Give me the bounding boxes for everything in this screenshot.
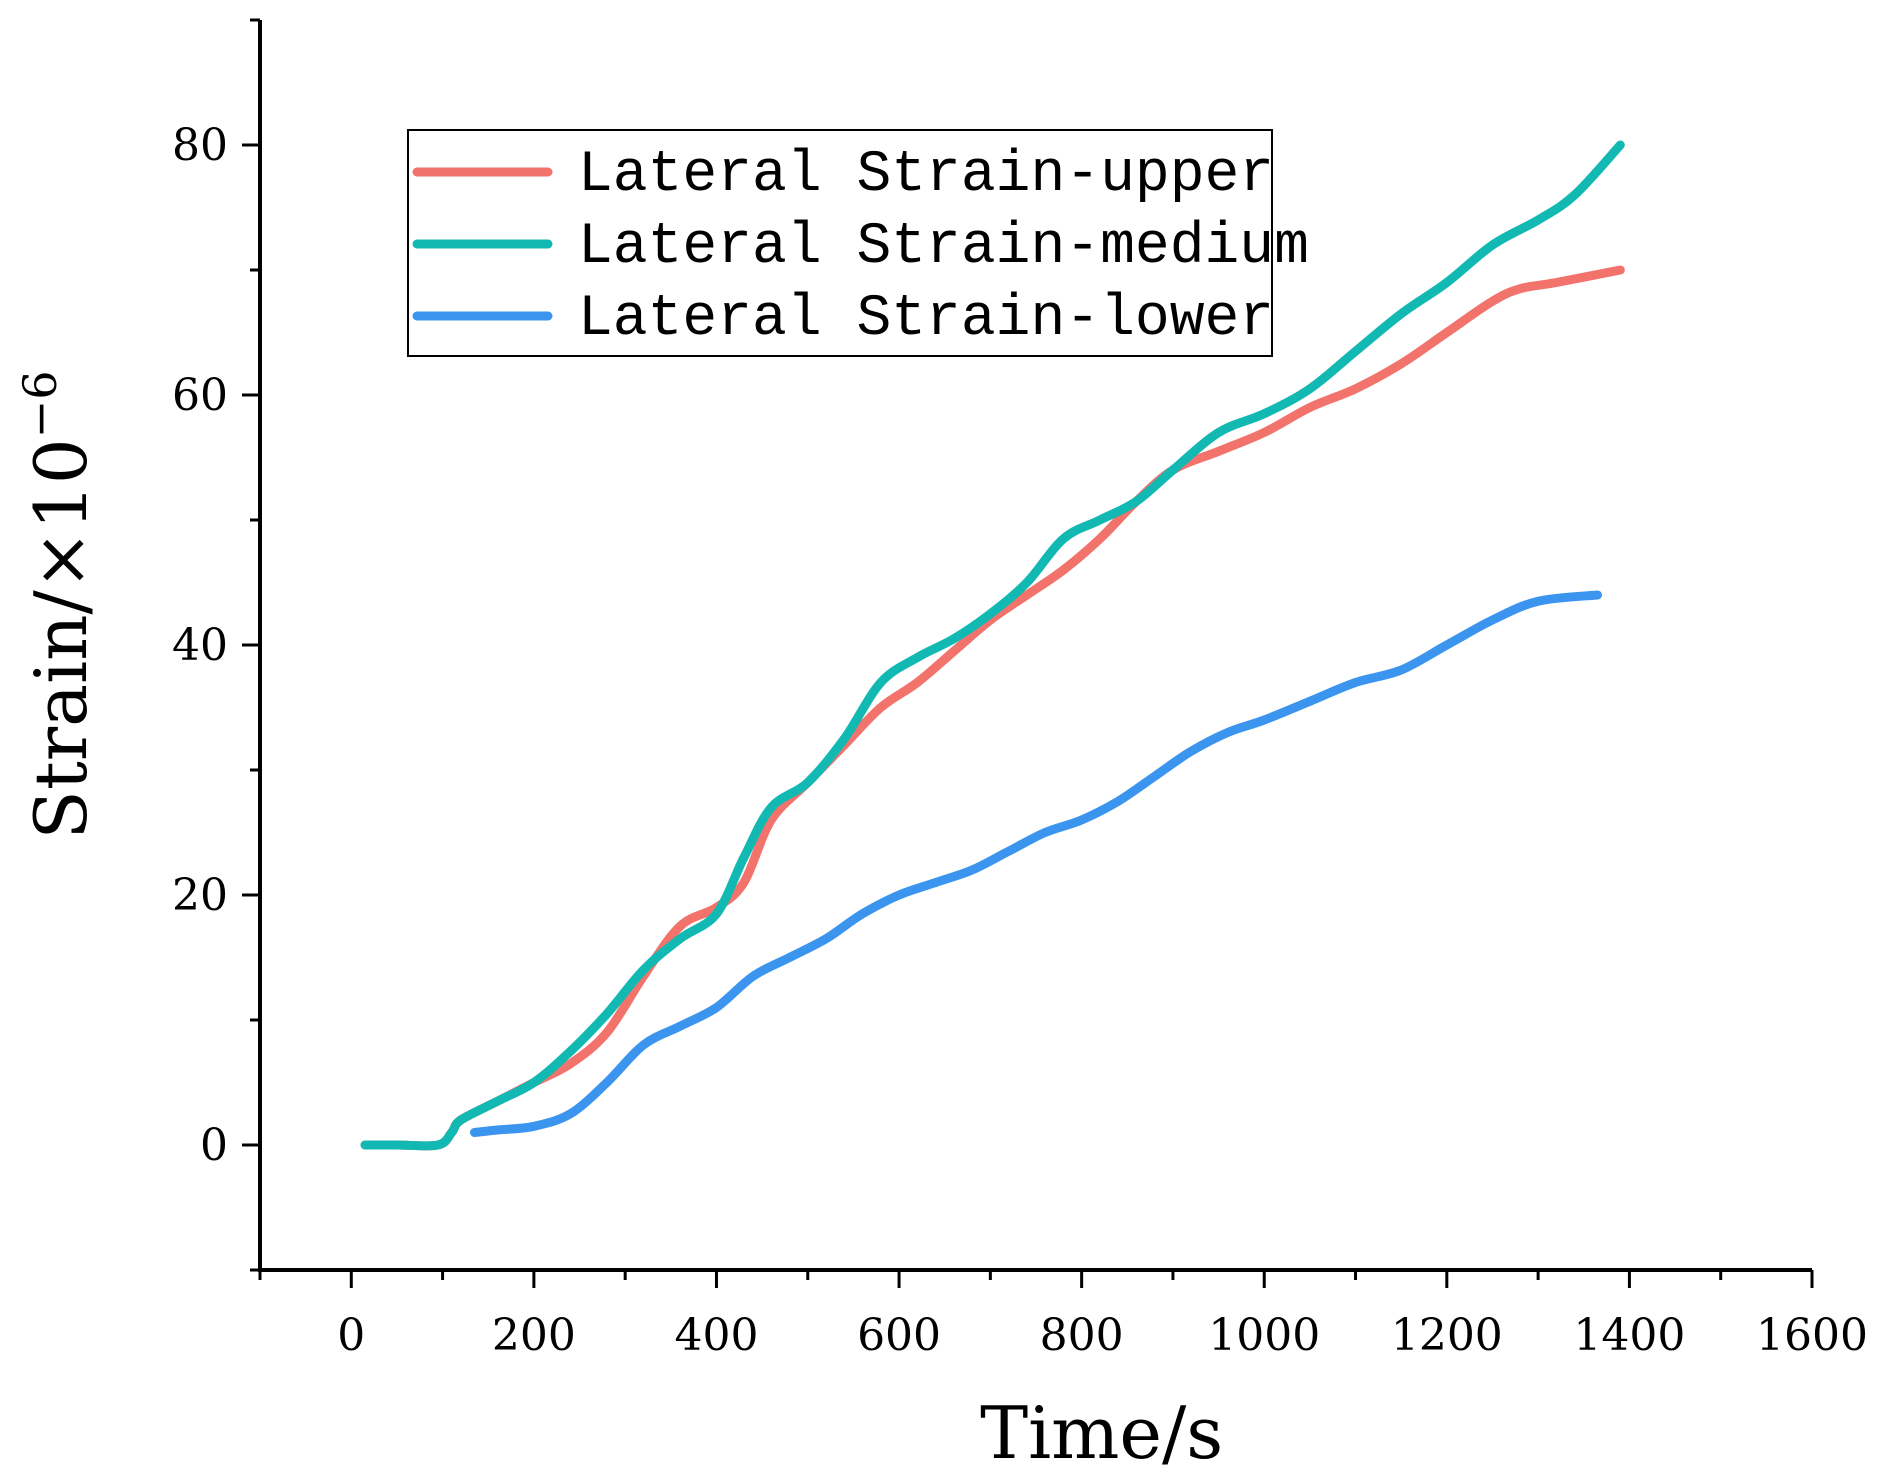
legend-label: Lateral Strain-upper (578, 143, 1274, 208)
series-line-upper (360, 265, 1625, 1151)
y-tick-label: 60 (172, 370, 228, 421)
y-tick-label: 0 (200, 1120, 228, 1171)
x-tick-label: 1400 (1573, 1310, 1685, 1361)
legend: Lateral Strain-upper Lateral Strain-mediu… (407, 129, 1309, 357)
x-tick-label: 1000 (1208, 1310, 1320, 1361)
x-tick-label: 1600 (1756, 1310, 1868, 1361)
y-axis-title-group: Strain/×10−6 (13, 370, 103, 839)
x-tick-label: 400 (674, 1310, 758, 1361)
y-axis-title-main: Strain/×10 (19, 438, 103, 839)
x-axis-ticks: 0 200 400 600 800 1000 1200 1400 1600 (258, 1270, 1868, 1361)
x-tick-label: 200 (492, 1310, 576, 1361)
x-axis-title: Time/s (980, 1391, 1223, 1475)
legend-item-lower: Lateral Strain-lower (412, 287, 1274, 352)
legend-label: Lateral Strain-lower (578, 287, 1274, 352)
y-axis-title: Strain/×10−6 (13, 370, 103, 839)
y-axis-ticks: 0 20 40 60 80 (172, 18, 260, 1272)
legend-label: Lateral Strain-medium (578, 215, 1309, 280)
series-line-medium (360, 140, 1625, 1151)
y-tick-label: 40 (172, 620, 228, 671)
y-tick-label: 80 (172, 120, 228, 171)
series-line-lower (470, 590, 1602, 1137)
series-lines (360, 140, 1625, 1151)
legend-item-upper: Lateral Strain-upper (412, 143, 1274, 208)
legend-item-medium: Lateral Strain-medium (412, 215, 1309, 280)
x-tick-label: 800 (1040, 1310, 1124, 1361)
y-axis-title-exponent: −6 (13, 370, 67, 438)
x-tick-label: 1200 (1391, 1310, 1503, 1361)
x-tick-label: 0 (337, 1310, 365, 1361)
x-tick-label: 600 (857, 1310, 941, 1361)
y-tick-label: 20 (172, 870, 228, 921)
